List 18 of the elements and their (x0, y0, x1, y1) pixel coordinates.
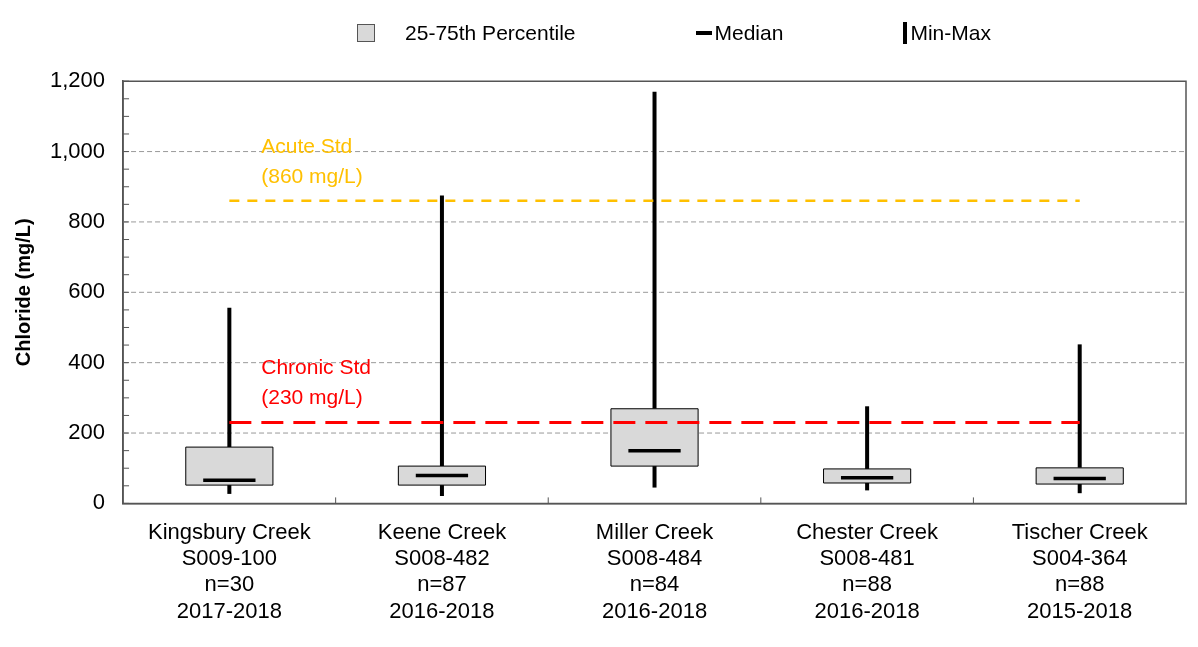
text: Median (714, 21, 784, 45)
y-tick-label: 600 (68, 278, 106, 304)
x-tick-label: Tischer Creek S004-364 n=88 2015-2018 (1011, 518, 1149, 623)
ref-line-label: Acute Std (860 mg/L) (261, 133, 363, 187)
x-tick-label: Chester Creek S008-481 n=88 2016-2018 (796, 518, 940, 623)
ref-line-label: Chronic Std (230 mg/L) (261, 355, 371, 409)
legend-label: 25-75th Percentile (405, 21, 576, 45)
y-tick-label: 800 (68, 208, 106, 233)
y-tick-label: 400 (68, 348, 106, 374)
y-tick-label: 0 (92, 489, 106, 515)
y-axis-title: Chloride (mg/L) (11, 218, 34, 367)
y-tick-label: 200 (68, 419, 106, 445)
y-tick-label: 1,200 (49, 67, 106, 93)
text: Min-Max (910, 21, 991, 45)
x-tick-label: Keene Creek S008-482 n=87 2016-2018 (377, 518, 508, 623)
x-tick-label: Kingsbury Creek S009-100 n=30 2017-2018 (148, 518, 312, 623)
x-tick-label: Miller Creek S008-484 n=84 2016-2018 (595, 518, 715, 623)
y-tick-label: 1,000 (49, 137, 106, 163)
